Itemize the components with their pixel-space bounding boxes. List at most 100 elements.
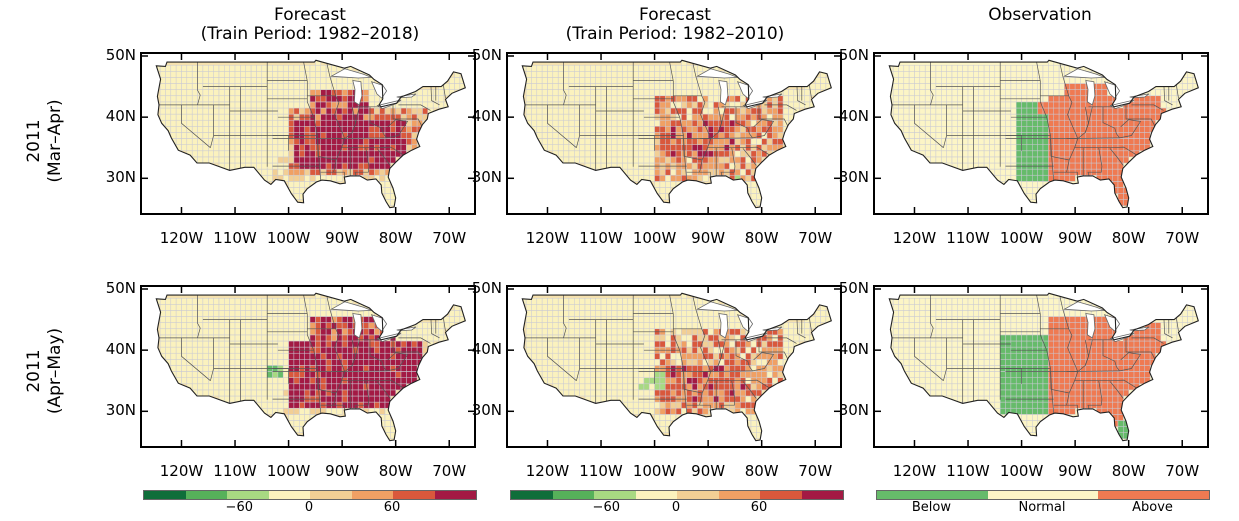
grid-cell bbox=[186, 89, 193, 96]
grid-cell bbox=[1053, 83, 1060, 90]
grid-cell bbox=[622, 119, 629, 127]
grid-cell bbox=[616, 334, 623, 342]
grid-cell bbox=[547, 322, 554, 329]
grid-cell bbox=[202, 150, 209, 158]
grid-cell bbox=[563, 71, 570, 78]
grid-cell bbox=[541, 113, 548, 121]
grid-cell bbox=[989, 377, 996, 385]
grid-cell bbox=[772, 371, 779, 378]
grid-cell bbox=[256, 322, 263, 329]
grid-cell bbox=[186, 107, 193, 115]
grid-cell bbox=[400, 132, 407, 139]
grid-cell bbox=[579, 113, 586, 121]
grid-cell bbox=[632, 162, 639, 170]
grid-cell bbox=[325, 132, 332, 139]
grid-cell bbox=[202, 95, 209, 103]
grid-cell bbox=[616, 328, 623, 336]
state-boundary bbox=[808, 84, 812, 99]
grid-cell bbox=[670, 401, 677, 409]
grid-cell bbox=[202, 297, 209, 305]
grid-cell bbox=[734, 95, 741, 103]
column-title-1: Forecast (Train Period: 1982–2018) bbox=[150, 6, 470, 44]
grid-cell bbox=[1037, 359, 1044, 366]
grid-cell bbox=[165, 64, 172, 72]
grid-cell bbox=[395, 371, 402, 378]
grid-cell bbox=[304, 414, 311, 421]
grid-cell bbox=[978, 150, 985, 158]
grid-cell bbox=[568, 359, 575, 366]
grid-cell bbox=[568, 310, 575, 317]
grid-cell bbox=[1032, 371, 1038, 378]
grid-cell bbox=[208, 77, 214, 84]
grid-cell bbox=[336, 132, 343, 139]
grid-cell bbox=[675, 156, 682, 164]
grid-cell bbox=[175, 304, 182, 311]
grid-cell bbox=[1069, 77, 1076, 84]
grid-cell bbox=[282, 101, 289, 109]
grid-cell bbox=[729, 138, 736, 145]
grid-cell bbox=[1010, 371, 1017, 378]
grid-cell bbox=[606, 138, 613, 145]
grid-cell bbox=[989, 359, 996, 366]
grid-cell bbox=[170, 328, 177, 336]
grid-cell bbox=[309, 126, 316, 133]
grid-cell bbox=[908, 83, 915, 90]
grid-cell bbox=[574, 113, 580, 121]
grid-cell bbox=[272, 168, 279, 176]
grid-cell bbox=[293, 187, 300, 194]
grid-cell bbox=[681, 346, 688, 354]
grid-cell bbox=[309, 138, 316, 145]
grid-cell bbox=[277, 64, 284, 72]
grid-cell bbox=[675, 401, 682, 409]
grid-cell bbox=[261, 89, 268, 96]
grid-cell bbox=[288, 119, 295, 127]
grid-cell bbox=[336, 316, 343, 323]
grid-cell bbox=[1101, 89, 1108, 96]
grid-cell bbox=[1010, 359, 1017, 366]
grid-cell bbox=[282, 352, 289, 360]
grid-cell bbox=[261, 346, 268, 354]
grid-cell bbox=[1042, 304, 1049, 311]
grid-cell bbox=[547, 113, 554, 121]
grid-cell bbox=[181, 297, 188, 305]
grid-cell bbox=[627, 64, 634, 72]
grid-cell bbox=[675, 304, 682, 311]
grid-cell bbox=[256, 162, 263, 170]
grid-cell bbox=[777, 352, 784, 360]
grid-cell bbox=[240, 359, 247, 366]
grid-cell bbox=[341, 89, 348, 96]
grid-cell bbox=[691, 132, 698, 139]
grid-cell bbox=[357, 389, 364, 397]
grid-cell bbox=[336, 328, 343, 336]
grid-cell bbox=[892, 316, 899, 323]
grid-cell bbox=[357, 346, 364, 354]
grid-cell bbox=[1042, 150, 1049, 158]
grid-cell bbox=[379, 175, 386, 182]
grid-cell bbox=[600, 119, 607, 127]
grid-cell bbox=[288, 334, 295, 342]
grid-cell bbox=[659, 107, 666, 115]
grid-cell bbox=[919, 113, 926, 121]
grid-cell bbox=[919, 95, 926, 103]
grid-cell bbox=[379, 138, 386, 145]
grid-cell bbox=[691, 352, 698, 360]
grid-cell bbox=[531, 113, 538, 121]
grid-cell bbox=[1026, 64, 1033, 72]
grid-cell bbox=[611, 395, 618, 403]
grid-cell bbox=[448, 83, 455, 90]
grid-cell bbox=[978, 389, 985, 397]
grid-cell bbox=[914, 132, 921, 139]
state-boundary bbox=[1102, 106, 1120, 139]
grid-cell bbox=[331, 359, 338, 366]
grid-cell bbox=[250, 144, 257, 152]
grid-cell bbox=[957, 89, 963, 96]
grid-cell bbox=[191, 322, 198, 329]
grid-cell bbox=[240, 389, 247, 397]
grid-cell bbox=[1010, 340, 1017, 348]
grid-cell bbox=[1021, 168, 1028, 176]
grid-cell bbox=[224, 371, 230, 378]
grid-cell bbox=[181, 71, 188, 78]
grid-cell bbox=[898, 297, 905, 305]
grid-cell bbox=[908, 328, 915, 336]
grid-cell bbox=[809, 316, 816, 323]
